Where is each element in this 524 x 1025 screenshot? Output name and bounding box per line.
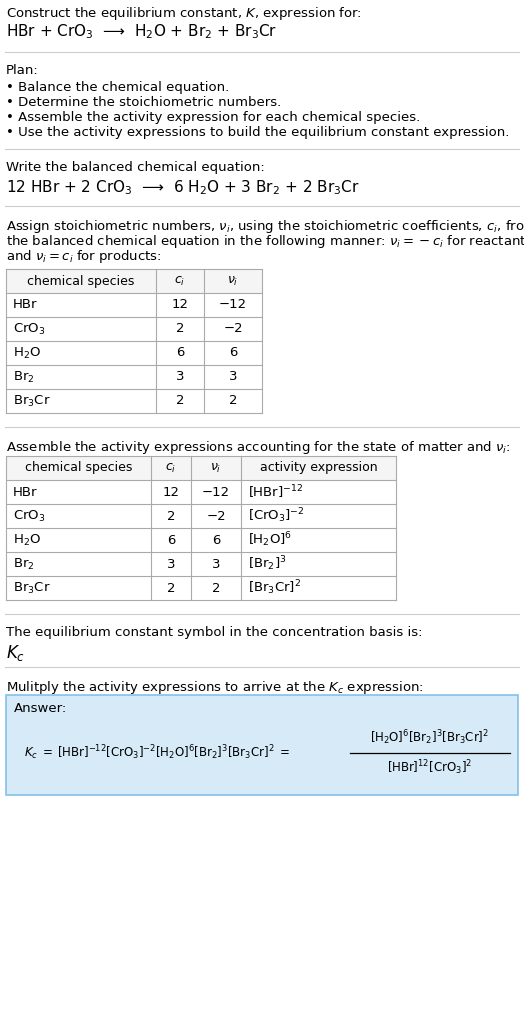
Text: 12 HBr + 2 CrO$_3$  ⟶  6 H$_2$O + 3 Br$_2$ + 2 Br$_3$Cr: 12 HBr + 2 CrO$_3$ ⟶ 6 H$_2$O + 3 Br$_2$… xyxy=(6,178,360,197)
Text: chemical species: chemical species xyxy=(25,461,132,475)
Text: [HBr]$^{-12}$: [HBr]$^{-12}$ xyxy=(248,483,303,501)
Text: H$_2$O: H$_2$O xyxy=(13,532,41,547)
Text: CrO$_3$: CrO$_3$ xyxy=(13,322,46,336)
FancyBboxPatch shape xyxy=(6,695,518,795)
Text: −12: −12 xyxy=(219,298,247,312)
Text: HBr: HBr xyxy=(13,486,38,498)
Text: 3: 3 xyxy=(167,558,175,571)
Text: 6: 6 xyxy=(229,346,237,360)
Text: Br$_3$Cr: Br$_3$Cr xyxy=(13,580,51,596)
Text: −12: −12 xyxy=(202,486,230,498)
Text: [H$_2$O]$^6$[Br$_2$]$^3$[Br$_3$Cr]$^2$: [H$_2$O]$^6$[Br$_2$]$^3$[Br$_3$Cr]$^2$ xyxy=(370,729,489,747)
Text: 6: 6 xyxy=(167,533,175,546)
Text: 2: 2 xyxy=(229,395,237,408)
Text: 6: 6 xyxy=(176,346,184,360)
Text: 2: 2 xyxy=(176,395,184,408)
Text: activity expression: activity expression xyxy=(260,461,377,475)
Text: the balanced chemical equation in the following manner: $\nu_i = -c_i$ for react: the balanced chemical equation in the fo… xyxy=(6,233,524,250)
Text: 2: 2 xyxy=(176,323,184,335)
Text: Answer:: Answer: xyxy=(14,702,67,715)
Text: −2: −2 xyxy=(223,323,243,335)
Text: Assign stoichiometric numbers, $\nu_i$, using the stoichiometric coefficients, $: Assign stoichiometric numbers, $\nu_i$, … xyxy=(6,218,524,235)
Text: HBr: HBr xyxy=(13,298,38,312)
Text: HBr + CrO$_3$  ⟶  H$_2$O + Br$_2$ + Br$_3$Cr: HBr + CrO$_3$ ⟶ H$_2$O + Br$_2$ + Br$_3$… xyxy=(6,22,277,41)
Text: 12: 12 xyxy=(162,486,180,498)
Text: 2: 2 xyxy=(212,581,220,594)
Text: Br$_2$: Br$_2$ xyxy=(13,369,35,384)
Text: • Use the activity expressions to build the equilibrium constant expression.: • Use the activity expressions to build … xyxy=(6,126,509,139)
Text: [CrO$_3$]$^{-2}$: [CrO$_3$]$^{-2}$ xyxy=(248,506,304,526)
Text: $K_c$: $K_c$ xyxy=(6,643,25,663)
Text: • Balance the chemical equation.: • Balance the chemical equation. xyxy=(6,81,230,94)
Text: • Assemble the activity expression for each chemical species.: • Assemble the activity expression for e… xyxy=(6,111,420,124)
Text: [HBr]$^{12}$[CrO$_3$]$^2$: [HBr]$^{12}$[CrO$_3$]$^2$ xyxy=(387,758,473,777)
Text: [Br$_3$Cr]$^2$: [Br$_3$Cr]$^2$ xyxy=(248,579,301,598)
Text: [H$_2$O]$^6$: [H$_2$O]$^6$ xyxy=(248,531,292,549)
Bar xyxy=(6,456,396,480)
Text: Construct the equilibrium constant, $K$, expression for:: Construct the equilibrium constant, $K$,… xyxy=(6,5,362,22)
Text: 3: 3 xyxy=(229,370,237,383)
Text: 2: 2 xyxy=(167,509,175,523)
Text: and $\nu_i = c_i$ for products:: and $\nu_i = c_i$ for products: xyxy=(6,248,161,265)
Text: −2: −2 xyxy=(206,509,226,523)
Text: Br$_2$: Br$_2$ xyxy=(13,557,35,572)
Text: $c_i$: $c_i$ xyxy=(174,275,185,288)
Text: 6: 6 xyxy=(212,533,220,546)
Text: [Br$_2$]$^3$: [Br$_2$]$^3$ xyxy=(248,555,287,573)
Text: 2: 2 xyxy=(167,581,175,594)
Bar xyxy=(6,269,262,293)
Text: chemical species: chemical species xyxy=(27,275,135,287)
Text: • Determine the stoichiometric numbers.: • Determine the stoichiometric numbers. xyxy=(6,96,281,109)
Text: 12: 12 xyxy=(171,298,189,312)
Text: Mulitply the activity expressions to arrive at the $K_c$ expression:: Mulitply the activity expressions to arr… xyxy=(6,679,424,696)
Text: Assemble the activity expressions accounting for the state of matter and $\nu_i$: Assemble the activity expressions accoun… xyxy=(6,439,511,456)
Text: H$_2$O: H$_2$O xyxy=(13,345,41,361)
Text: CrO$_3$: CrO$_3$ xyxy=(13,508,46,524)
Text: The equilibrium constant symbol in the concentration basis is:: The equilibrium constant symbol in the c… xyxy=(6,626,422,639)
Text: $\nu_i$: $\nu_i$ xyxy=(210,461,222,475)
Text: Write the balanced chemical equation:: Write the balanced chemical equation: xyxy=(6,161,265,174)
Text: Plan:: Plan: xyxy=(6,64,39,77)
Text: 3: 3 xyxy=(212,558,220,571)
Text: $K_c\;=\;$[HBr]$^{-12}$[CrO$_3$]$^{-2}$[H$_2$O]$^6$[Br$_2$]$^3$[Br$_3$Cr]$^2\;=$: $K_c\;=\;$[HBr]$^{-12}$[CrO$_3$]$^{-2}$[… xyxy=(24,744,290,763)
Text: Br$_3$Cr: Br$_3$Cr xyxy=(13,394,51,409)
Text: 3: 3 xyxy=(176,370,184,383)
Text: $c_i$: $c_i$ xyxy=(166,461,177,475)
Text: $\nu_i$: $\nu_i$ xyxy=(227,275,239,288)
